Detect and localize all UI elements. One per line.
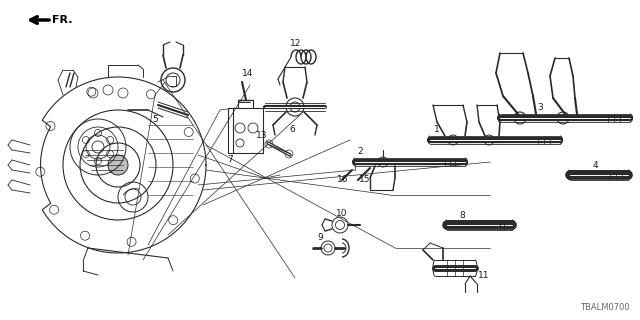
Text: 15: 15 [359,175,371,185]
Text: TBALM0700: TBALM0700 [580,303,630,312]
Text: 11: 11 [478,270,490,279]
Text: 8: 8 [459,211,465,220]
Text: 14: 14 [243,69,253,78]
Text: 4: 4 [592,161,598,170]
Circle shape [108,155,128,175]
Text: 16: 16 [337,175,349,185]
Text: 3: 3 [537,103,543,113]
Text: 5: 5 [152,116,158,124]
Text: 13: 13 [256,131,268,140]
Text: 6: 6 [289,125,295,134]
Text: 9: 9 [317,234,323,243]
Text: 12: 12 [291,39,301,49]
Text: 1: 1 [434,125,440,134]
Text: 2: 2 [357,148,363,156]
Text: 10: 10 [336,209,348,218]
Text: 7: 7 [227,156,233,164]
Text: FR.: FR. [52,15,72,25]
